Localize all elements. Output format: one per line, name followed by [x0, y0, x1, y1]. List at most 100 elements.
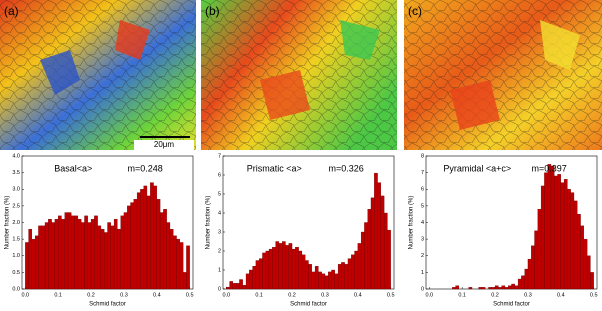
bar: [245, 273, 250, 290]
bar: [540, 185, 545, 290]
bar: [498, 287, 502, 290]
y-axis-label: Number fraction (%): [409, 196, 415, 250]
bar: [547, 164, 552, 290]
y-tick-label: 7: [421, 170, 424, 176]
bar: [354, 250, 358, 290]
bar: [364, 222, 368, 290]
bar: [166, 222, 171, 290]
bar: [344, 264, 349, 290]
panel-label: (a): [4, 4, 19, 18]
x-tick-label: 0.3: [524, 292, 532, 298]
bar: [265, 250, 270, 290]
bar: [285, 245, 289, 290]
x-tick-label: 0.0: [425, 292, 433, 298]
bar: [455, 285, 460, 290]
bar: [71, 215, 75, 290]
bar: [573, 200, 578, 290]
chart-title: Prismatic <a>: [247, 163, 302, 173]
chart-title: Pyramidal <a+c>: [443, 163, 511, 173]
y-tick-label: 8: [421, 153, 424, 159]
y-tick-label: 4.0: [12, 153, 20, 159]
bar: [563, 179, 568, 290]
scale-bar-label: 20μm: [154, 140, 175, 149]
bar: [90, 219, 95, 290]
y-tick-label: 2: [421, 253, 424, 259]
bar: [282, 241, 286, 290]
bar: [100, 228, 105, 290]
bar: [179, 242, 184, 290]
bar: [64, 212, 69, 290]
bar: [351, 254, 355, 290]
bar: [586, 255, 591, 290]
ebsd-map: [404, 0, 602, 150]
bar: [127, 205, 131, 290]
bar: [374, 172, 378, 290]
y-tick-label: 2.0: [12, 220, 20, 226]
bar: [113, 219, 118, 290]
bar: [367, 209, 372, 290]
annotation: m=0.248: [127, 163, 162, 173]
bar: [169, 228, 174, 290]
bar: [31, 238, 36, 290]
y-tick-label: 0.5: [12, 270, 20, 276]
y-tick-label: 4: [421, 220, 424, 226]
bar: [41, 225, 46, 290]
x-tick-label: 0.1: [54, 292, 62, 298]
bar: [48, 219, 52, 290]
bar: [383, 212, 388, 290]
bar: [81, 222, 85, 290]
bar: [278, 243, 283, 290]
x-tick-label: 0.5: [590, 292, 598, 298]
y-tick-label: 0: [218, 286, 221, 292]
y-tick-label: 3.5: [12, 170, 20, 176]
bar: [186, 245, 190, 290]
bar: [531, 245, 535, 290]
bar: [28, 228, 33, 290]
ebsd-map: [0, 0, 196, 150]
bar: [84, 215, 88, 290]
bar: [488, 287, 492, 290]
bar: [301, 254, 306, 290]
bar: [341, 262, 345, 290]
bar: [550, 165, 555, 290]
bar: [77, 219, 82, 290]
bar: [291, 248, 296, 290]
x-axis-label: Schmid factor: [89, 302, 126, 308]
bar: [140, 189, 144, 290]
x-tick-label: 0.5: [186, 292, 194, 298]
y-tick-label: 6: [421, 187, 424, 193]
bar: [560, 182, 565, 290]
y-tick-label: 0.0: [12, 286, 20, 292]
bar: [527, 258, 532, 290]
bar: [97, 225, 102, 290]
bar: [321, 273, 326, 290]
bar: [25, 242, 29, 290]
bar: [54, 219, 59, 290]
ebsd-map: [201, 0, 397, 150]
bar: [534, 230, 538, 290]
bar: [67, 212, 72, 290]
bar: [583, 238, 588, 290]
bar: [514, 285, 519, 290]
bar: [370, 197, 375, 290]
y-axis-label: Number fraction (%): [5, 196, 11, 250]
bar: [259, 258, 263, 290]
y-tick-label: 4: [218, 210, 221, 216]
bar: [557, 174, 561, 290]
bar: [295, 247, 299, 290]
bar: [163, 209, 167, 290]
bar: [173, 235, 177, 290]
bar: [74, 215, 79, 290]
bar: [331, 269, 335, 290]
bar: [478, 287, 483, 290]
bar: [481, 287, 486, 290]
y-tick-label: 2.5: [12, 203, 20, 209]
bar: [311, 271, 316, 290]
y-tick-label: 7: [218, 153, 221, 159]
bar: [521, 275, 525, 290]
x-tick-label: 0.2: [288, 292, 296, 298]
bar: [176, 238, 180, 290]
bar: [567, 189, 571, 290]
bar: [501, 285, 506, 290]
y-axis-label: Number fraction (%): [206, 196, 212, 250]
